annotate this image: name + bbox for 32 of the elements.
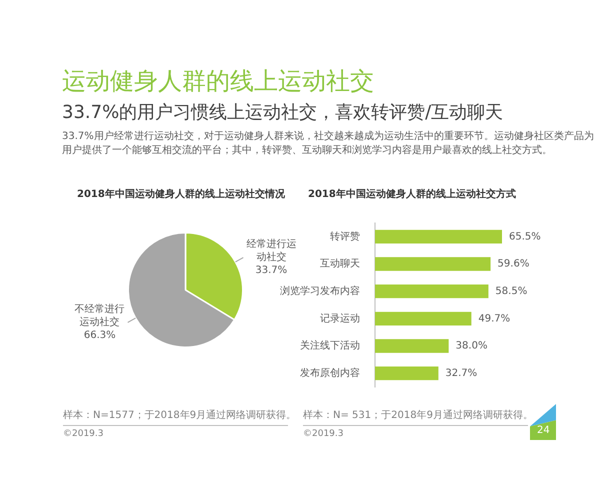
bar <box>375 312 472 326</box>
data-label: 59.6% <box>498 258 530 270</box>
text: 33.7%的用户习惯线上运动社交，喜欢转评赞/互动聊天 <box>62 102 504 124</box>
text: 33.7%用户经常进行运动社交，对于运动健身人群来说，社交越来越成为运动生活中的重要环节。运动健身社区类产品为用户提供了一个能够互相交流的平台；其中，转评赞、互动聊天和浏览学习内容是用户最喜欢的线上社交方式。 <box>62 130 595 158</box>
data-label: 49.7% <box>478 313 510 324</box>
chart-title: 2018年中国运动健身人群的线上运动社交情况 <box>77 188 285 202</box>
y-tick-label: 转评赞 <box>330 230 360 242</box>
slice-label: 经常进行运动社交 <box>246 238 296 264</box>
bar <box>375 284 488 298</box>
text: 24 <box>537 425 550 437</box>
y-tick-label: 发布原创内容 <box>300 366 360 379</box>
data-label: 38.0% <box>456 340 488 352</box>
bar <box>375 257 491 271</box>
y-tick-label: 互动聊天 <box>320 258 360 270</box>
y-tick-label: 浏览学习发布内容 <box>280 284 360 297</box>
text: ©2019.3 <box>303 428 344 440</box>
data-label: 33.7% <box>255 265 288 276</box>
data-label: 32.7% <box>445 368 478 379</box>
text: 样本：N= 531；于2018年9月通过网络调研获得。 <box>303 409 533 422</box>
bar <box>375 366 438 380</box>
text: 样本：N=1577；于2018年9月通过网络调研获得。 <box>63 409 296 422</box>
data-label: 65.5% <box>509 231 541 242</box>
data-label: 58.5% <box>495 286 528 297</box>
y-tick-label: 记录运动 <box>320 312 360 324</box>
data-label: 66.3% <box>84 330 116 342</box>
slice-label: 不经常进行运动社交 <box>74 303 125 328</box>
bar <box>375 339 449 353</box>
text: ©2019.3 <box>63 428 104 440</box>
text: 运动健身人群的线上运动社交 <box>62 66 374 96</box>
bar <box>375 230 502 244</box>
y-tick-label: 关注线下活动 <box>300 340 360 352</box>
chart-title: 2018年中国运动健身人群的线上运动社交方式 <box>308 188 516 202</box>
